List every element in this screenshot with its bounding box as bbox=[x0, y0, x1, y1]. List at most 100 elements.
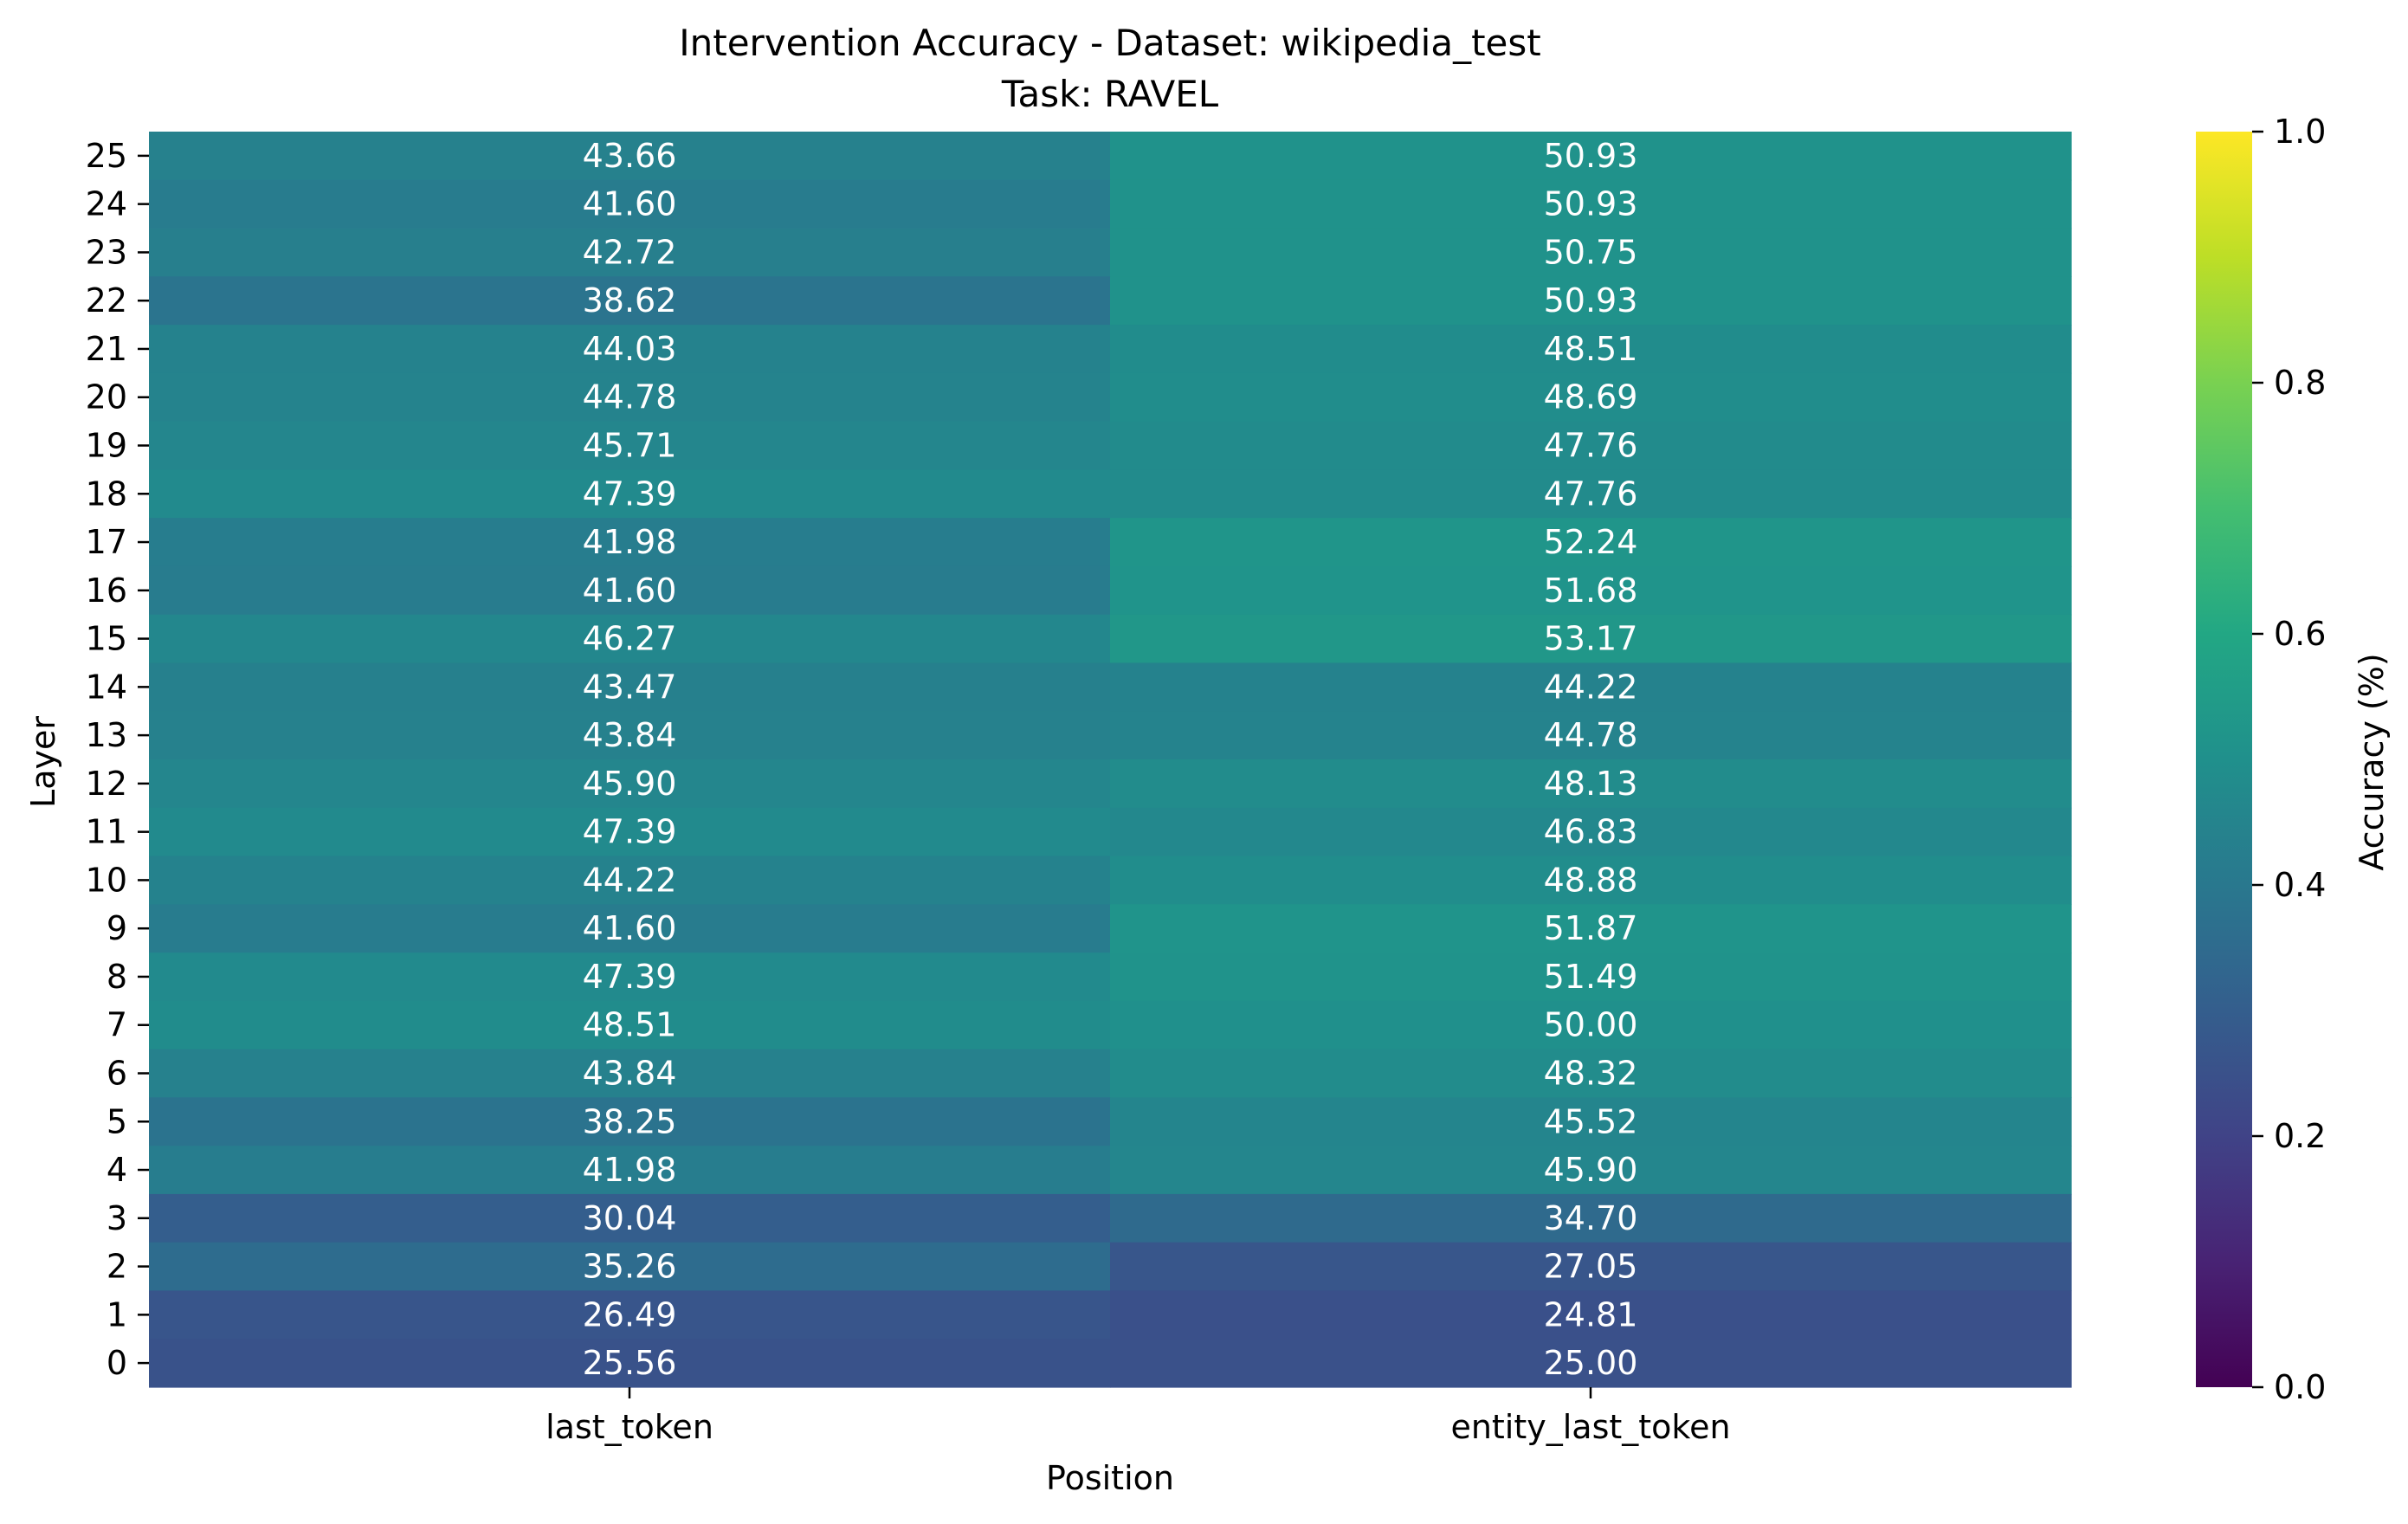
heatmap-cell bbox=[149, 856, 1111, 905]
cell-value-label: 41.60 bbox=[583, 185, 677, 223]
heatmap-cell bbox=[1110, 565, 2072, 616]
y-tick-label: 7 bbox=[107, 1006, 127, 1044]
heatmap-cell bbox=[1110, 518, 2072, 567]
y-tick-label: 13 bbox=[86, 716, 127, 754]
heatmap-cell bbox=[149, 759, 1111, 809]
y-axis-label: Layer bbox=[24, 716, 62, 808]
y-tick-label: 19 bbox=[86, 427, 127, 465]
heatmap-cell bbox=[1110, 1097, 2072, 1146]
heatmap-cell bbox=[149, 469, 1111, 519]
y-tick-label: 22 bbox=[86, 281, 127, 320]
cell-value-label: 26.49 bbox=[583, 1295, 677, 1334]
cell-value-label: 45.52 bbox=[1544, 1102, 1638, 1140]
heatmap-cell bbox=[1110, 1000, 2072, 1050]
heatmap-cell bbox=[1110, 276, 2072, 326]
y-tick-label: 15 bbox=[86, 620, 127, 658]
cell-value-label: 48.51 bbox=[583, 1006, 677, 1044]
heatmap-cell bbox=[1110, 614, 2072, 664]
heatmap-cell bbox=[149, 1097, 1111, 1146]
cell-value-label: 47.76 bbox=[1544, 427, 1638, 465]
colorbar-tick-label: 0.6 bbox=[2274, 615, 2326, 653]
cell-value-label: 48.13 bbox=[1544, 765, 1638, 803]
colorbar-tick-label: 0.4 bbox=[2274, 866, 2326, 904]
heatmap-cell bbox=[1110, 807, 2072, 857]
heatmap-cell bbox=[1110, 1146, 2072, 1195]
colorbar-tick-label: 0.0 bbox=[2274, 1368, 2326, 1406]
colorbar-gradient bbox=[2196, 132, 2252, 1387]
cell-value-label: 41.60 bbox=[583, 572, 677, 610]
heatmap-cell bbox=[149, 1000, 1111, 1050]
heatmap-cell bbox=[149, 132, 1111, 181]
y-tick-label: 3 bbox=[107, 1199, 127, 1237]
cell-value-label: 44.22 bbox=[583, 861, 677, 899]
cell-value-label: 45.71 bbox=[583, 427, 677, 465]
y-tick-label: 11 bbox=[86, 813, 127, 851]
cell-value-label: 47.39 bbox=[583, 958, 677, 996]
cell-value-label: 50.93 bbox=[1544, 137, 1638, 175]
heatmap-cell bbox=[1110, 711, 2072, 760]
cell-value-label: 43.66 bbox=[583, 137, 677, 175]
y-tick-label: 5 bbox=[107, 1102, 127, 1140]
x-axis-label: Position bbox=[1046, 1459, 1174, 1497]
heatmap-cell bbox=[149, 421, 1111, 470]
y-tick-label: 9 bbox=[107, 909, 127, 947]
cell-value-label: 46.83 bbox=[1544, 813, 1638, 851]
cell-value-label: 24.81 bbox=[1544, 1295, 1638, 1334]
x-tick-label: last_token bbox=[546, 1408, 713, 1446]
heatmap-cell bbox=[149, 325, 1111, 374]
heatmap-cell bbox=[1110, 1049, 2072, 1098]
cell-value-label: 47.39 bbox=[583, 813, 677, 851]
cell-value-label: 50.75 bbox=[1544, 233, 1638, 271]
heatmap-cell bbox=[1110, 325, 2072, 374]
cell-value-label: 51.68 bbox=[1544, 572, 1638, 610]
y-tick-label: 24 bbox=[86, 185, 127, 223]
heatmap-cells bbox=[149, 132, 2072, 1388]
heatmap-cell bbox=[149, 1049, 1111, 1098]
cell-value-label: 51.87 bbox=[1544, 909, 1638, 947]
cell-value-label: 25.56 bbox=[583, 1344, 677, 1382]
heatmap-cell bbox=[1110, 856, 2072, 905]
cell-value-label: 46.27 bbox=[583, 620, 677, 658]
cell-value-label: 44.03 bbox=[583, 330, 677, 368]
chart-title: Intervention Accuracy - Dataset: wikiped… bbox=[679, 22, 1541, 64]
heatmap-cell bbox=[1110, 1193, 2072, 1243]
heatmap-cell bbox=[149, 518, 1111, 567]
heatmap-cell bbox=[1110, 1339, 2072, 1388]
y-tick-label: 8 bbox=[107, 958, 127, 996]
heatmap-cell bbox=[149, 565, 1111, 616]
cell-value-label: 41.98 bbox=[583, 1151, 677, 1189]
y-tick-label: 14 bbox=[86, 668, 127, 706]
heatmap-cell bbox=[149, 662, 1111, 712]
cell-value-label: 34.70 bbox=[1544, 1199, 1638, 1237]
heatmap-cell bbox=[149, 711, 1111, 760]
chart-subtitle: Task: RAVEL bbox=[1001, 73, 1219, 115]
heatmap-cell bbox=[1110, 132, 2072, 181]
cell-value-label: 41.60 bbox=[583, 909, 677, 947]
y-tick-label: 0 bbox=[107, 1344, 127, 1382]
cell-value-label: 50.93 bbox=[1544, 281, 1638, 320]
cell-value-label: 52.24 bbox=[1544, 523, 1638, 561]
colorbar-label: Accuracy (%) bbox=[2353, 653, 2391, 870]
y-tick-label: 10 bbox=[86, 861, 127, 899]
cell-value-label: 48.69 bbox=[1544, 378, 1638, 417]
y-tick-label: 16 bbox=[86, 572, 127, 610]
cell-value-label: 44.78 bbox=[583, 378, 677, 417]
cell-value-label: 50.93 bbox=[1544, 185, 1638, 223]
heatmap-cell bbox=[149, 953, 1111, 1002]
heatmap-cell bbox=[149, 228, 1111, 277]
heatmap-cell bbox=[1110, 372, 2072, 423]
y-tick-label: 12 bbox=[86, 765, 127, 803]
heatmap-cell bbox=[1110, 953, 2072, 1002]
cell-value-label: 35.26 bbox=[583, 1248, 677, 1286]
cell-value-label: 38.62 bbox=[583, 281, 677, 320]
heatmap-cell bbox=[149, 179, 1111, 229]
cell-value-label: 47.39 bbox=[583, 475, 677, 513]
heatmap-cell bbox=[149, 1146, 1111, 1195]
cell-value-label: 44.78 bbox=[1544, 716, 1638, 754]
y-tick-label: 2 bbox=[107, 1248, 127, 1286]
heatmap-cell bbox=[149, 614, 1111, 664]
colorbar-tick-label: 0.8 bbox=[2274, 364, 2326, 402]
cell-value-label: 43.84 bbox=[583, 716, 677, 754]
cell-value-label: 45.90 bbox=[1544, 1151, 1638, 1189]
